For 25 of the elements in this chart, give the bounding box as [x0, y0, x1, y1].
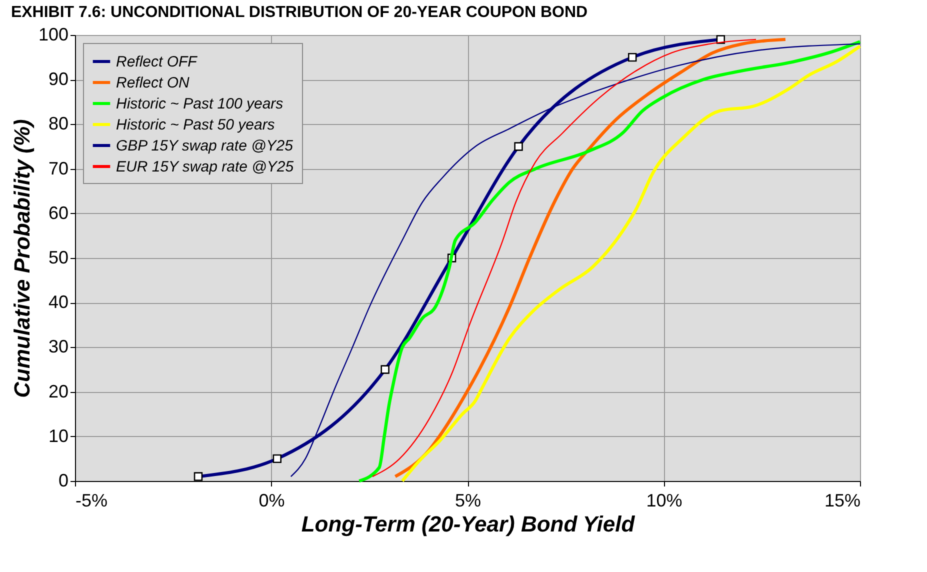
y-tick-label: 0 — [58, 470, 68, 490]
y-tick-label: 60 — [48, 202, 68, 223]
legend-label: Historic ~ Past 100 years — [116, 96, 284, 112]
x-axis-title: Long-Term (20-Year) Bond Yield — [301, 512, 636, 536]
y-tick-label: 100 — [38, 24, 68, 44]
legend-label: GBP 15Y swap rate @Y25 — [116, 138, 294, 154]
y-tick-label: 80 — [48, 114, 68, 134]
legend-label: Historic ~ Past 50 years — [116, 116, 276, 134]
x-tick-label: 10% — [646, 490, 682, 510]
y-tick-label: 40 — [48, 292, 68, 312]
x-tick-label: 0% — [258, 490, 285, 510]
y-tick-label: 90 — [48, 69, 68, 90]
y-tick-label: 70 — [48, 158, 68, 178]
chart-title: EXHIBIT 7.6: UNCONDITIONAL DISTRIBUTION OF 20-YEAR COUPON BOND — [10, 4, 588, 21]
y-tick-label: 10 — [48, 426, 68, 446]
x-tick-label: 15% — [824, 490, 860, 510]
x-tick-label: 5% — [454, 490, 482, 510]
y-tick-label: 50 — [48, 248, 68, 268]
y-tick-label: 30 — [48, 336, 68, 357]
y-tick-label: 20 — [48, 381, 68, 402]
y-axis-title: Cumulative Probability (%) — [9, 119, 34, 398]
legend-label: Reflect OFF — [116, 54, 198, 70]
legend-label: Reflect ON — [116, 74, 190, 92]
legend-label: EUR 15Y swap rate @Y25 — [116, 158, 294, 176]
x-tick-label: -5% — [76, 490, 108, 510]
